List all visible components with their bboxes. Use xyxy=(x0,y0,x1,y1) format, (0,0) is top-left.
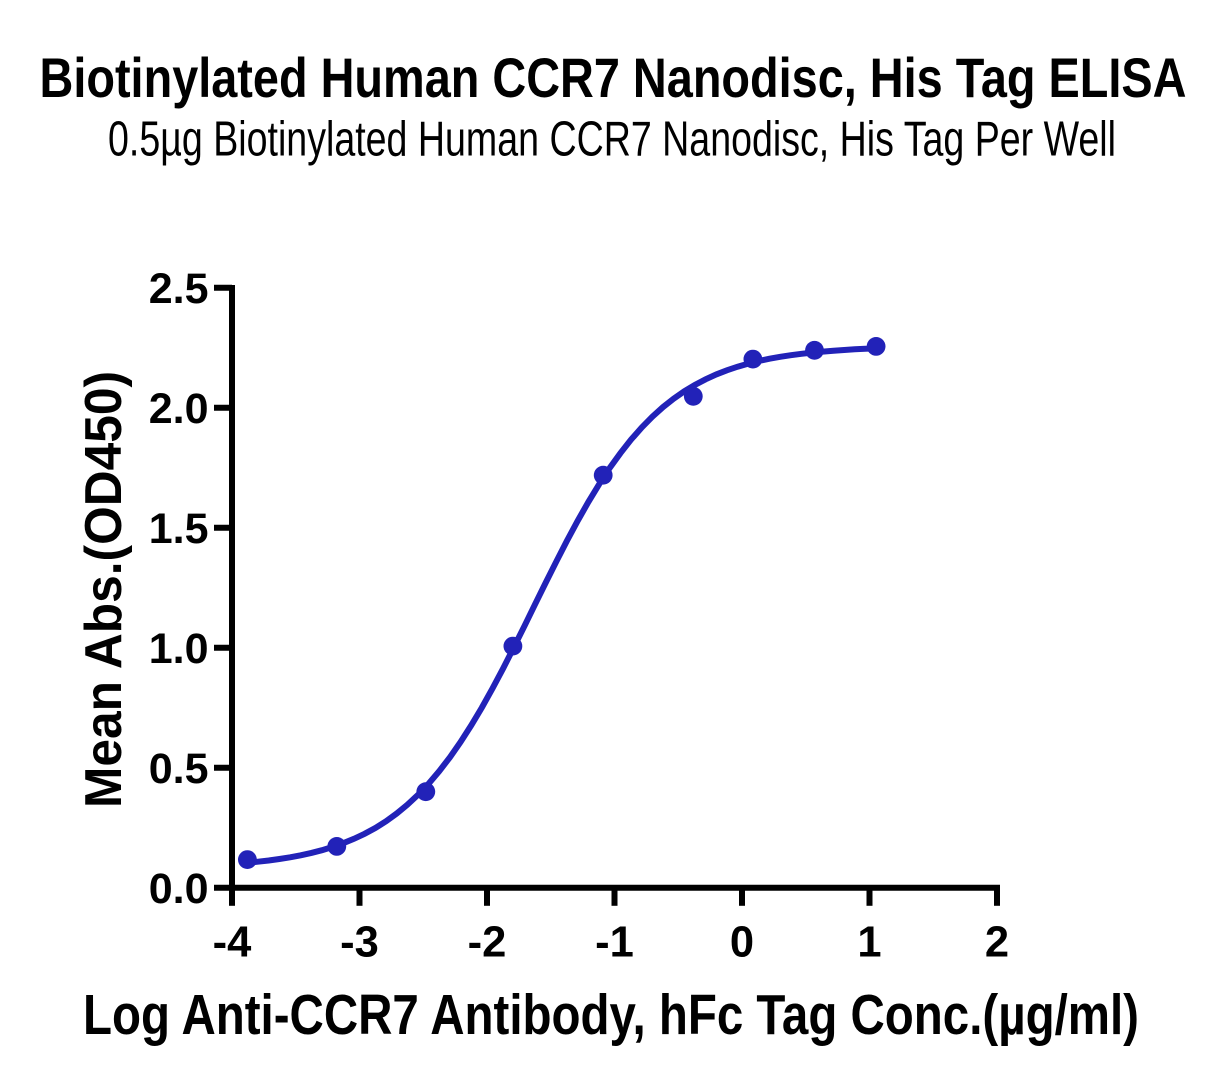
svg-text:0.0: 0.0 xyxy=(149,865,209,913)
svg-text:1.0: 1.0 xyxy=(149,625,209,673)
svg-text:Biotinylated Human CCR7 Nanodi: Biotinylated Human CCR7 Nanodisc, His Ta… xyxy=(40,46,1187,109)
svg-text:Log Anti-CCR7 Antibody, hFc Ta: Log Anti-CCR7 Antibody, hFc Tag Conc.(µg… xyxy=(83,983,1139,1046)
svg-text:1.5: 1.5 xyxy=(149,505,209,553)
svg-text:2: 2 xyxy=(985,919,1009,967)
svg-text:Mean Abs.(OD450): Mean Abs.(OD450) xyxy=(75,371,133,808)
svg-text:0.5µg Biotinylated Human CCR7: 0.5µg Biotinylated Human CCR7 Nanodisc, … xyxy=(108,112,1116,167)
svg-text:0: 0 xyxy=(730,919,754,967)
svg-text:2.5: 2.5 xyxy=(149,265,209,313)
svg-text:-2: -2 xyxy=(468,919,507,967)
svg-text:-3: -3 xyxy=(340,919,379,967)
svg-text:-4: -4 xyxy=(213,919,252,967)
svg-text:1: 1 xyxy=(857,919,881,967)
svg-text:2.0: 2.0 xyxy=(149,385,209,433)
svg-text:-1: -1 xyxy=(595,919,634,967)
svg-text:0.5: 0.5 xyxy=(149,745,209,793)
